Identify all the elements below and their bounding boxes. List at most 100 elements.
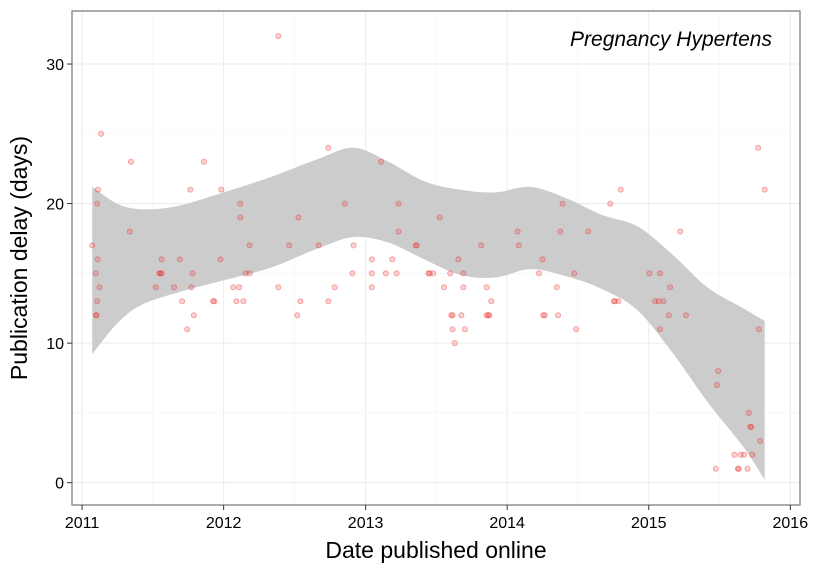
data-point <box>368 256 375 263</box>
data-point <box>571 270 578 277</box>
data-point <box>236 284 243 291</box>
data-point <box>460 284 467 291</box>
data-point <box>478 242 485 249</box>
y-tick-label: 0 <box>55 476 64 493</box>
data-point <box>665 312 672 319</box>
data-point <box>412 242 419 249</box>
data-point <box>610 298 617 305</box>
data-point <box>425 270 432 277</box>
data-point <box>455 256 462 263</box>
data-point <box>540 312 547 319</box>
data-point <box>677 228 684 235</box>
x-tick-label: 2011 <box>65 515 100 532</box>
x-tick-label: 2015 <box>631 515 667 532</box>
data-point <box>98 130 105 137</box>
data-point <box>378 158 385 165</box>
data-point <box>486 312 493 319</box>
data-point <box>158 270 165 277</box>
data-point <box>156 270 163 277</box>
x-tick-label: 2016 <box>773 515 809 532</box>
data-point <box>93 312 100 319</box>
data-point <box>488 298 495 305</box>
data-points <box>89 33 768 472</box>
data-point <box>218 186 225 193</box>
data-point <box>483 312 490 319</box>
plot-panel-border <box>71 10 801 506</box>
data-point <box>585 228 592 235</box>
data-point <box>325 298 332 305</box>
data-point <box>295 214 302 221</box>
data-point <box>188 284 195 291</box>
data-point <box>389 256 396 263</box>
data-point <box>657 326 664 333</box>
data-point <box>170 284 177 291</box>
data-point <box>734 465 741 472</box>
data-point <box>184 326 191 333</box>
data-point <box>755 326 762 333</box>
data-point <box>189 270 196 277</box>
data-point <box>127 158 134 165</box>
data-point <box>393 270 400 277</box>
data-point <box>655 298 662 305</box>
data-point <box>187 186 194 193</box>
data-point <box>217 256 224 263</box>
data-point <box>395 200 402 207</box>
data-point <box>413 242 420 249</box>
data-point <box>449 312 456 319</box>
data-point <box>200 158 207 165</box>
data-point <box>240 298 247 305</box>
data-point <box>741 451 748 458</box>
data-point <box>458 312 465 319</box>
data-point <box>737 451 744 458</box>
data-point <box>461 326 468 333</box>
data-point <box>176 256 183 263</box>
data-point <box>294 312 301 319</box>
data-point <box>557 228 564 235</box>
data-point <box>382 270 389 277</box>
data-point <box>607 200 614 207</box>
data-point <box>553 284 560 291</box>
data-point <box>555 312 562 319</box>
data-point <box>395 228 402 235</box>
data-point <box>514 228 521 235</box>
data-point <box>460 270 467 277</box>
y-tick-label: 10 <box>46 336 64 353</box>
data-point <box>712 465 719 472</box>
data-point <box>152 284 159 291</box>
data-point <box>731 451 738 458</box>
data-point <box>92 270 99 277</box>
data-point <box>541 312 548 319</box>
data-point <box>515 242 522 249</box>
data-point <box>745 409 752 416</box>
data-point <box>430 270 437 277</box>
data-point <box>368 284 375 291</box>
data-point <box>749 451 756 458</box>
data-point <box>237 214 244 221</box>
data-point <box>368 270 375 277</box>
data-point <box>325 144 332 151</box>
data-point <box>275 33 282 40</box>
data-point <box>615 298 622 305</box>
data-point <box>158 256 165 263</box>
data-point <box>485 312 492 319</box>
data-point <box>94 256 101 263</box>
data-point <box>652 298 659 305</box>
data-point <box>714 381 721 388</box>
axis-ticks: 2011 2012 2013 2014 2015 2016 0 10 20 30 <box>46 57 808 532</box>
data-point <box>341 200 348 207</box>
data-point <box>715 367 722 374</box>
x-tick-label: 2012 <box>206 515 242 532</box>
data-point <box>451 340 458 347</box>
data-point <box>536 270 543 277</box>
data-point <box>683 312 690 319</box>
data-point <box>179 298 186 305</box>
data-point <box>286 242 293 249</box>
data-point <box>275 284 282 291</box>
data-point <box>349 270 356 277</box>
data-point <box>448 312 455 319</box>
confidence-band <box>92 147 765 480</box>
data-point <box>660 298 667 305</box>
data-point <box>483 284 490 291</box>
data-point <box>657 270 664 277</box>
